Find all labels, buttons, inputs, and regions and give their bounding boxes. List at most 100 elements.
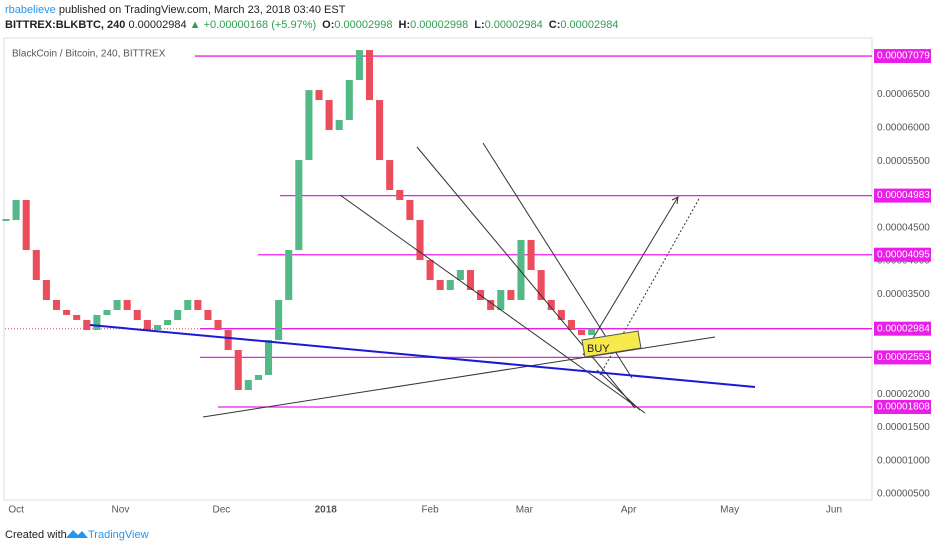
- buy-box: [581, 330, 642, 358]
- candle-body: [83, 319, 91, 331]
- candle-body: [184, 299, 192, 310]
- candle-body: [264, 340, 273, 375]
- footer-brand[interactable]: TradingView: [88, 529, 149, 541]
- level-tag: [874, 350, 931, 365]
- candle-body: [416, 220, 424, 260]
- candle-body: [224, 330, 232, 350]
- candle-body: [497, 290, 505, 310]
- candle-body: [507, 290, 515, 300]
- logo: [66, 530, 88, 538]
- candle-body: [133, 309, 141, 320]
- candle-body: [285, 249, 293, 300]
- level-label: 0.00002984: [877, 323, 930, 334]
- candle-body: [32, 249, 40, 281]
- support-line: [89, 324, 756, 388]
- candle-body: [315, 90, 323, 101]
- candle-body: [22, 199, 30, 250]
- candle-body: [578, 330, 586, 336]
- candle-body: [214, 319, 222, 331]
- candle-body: [557, 309, 565, 320]
- hlines: [5, 55, 872, 408]
- candle-body: [244, 380, 252, 391]
- buy-label: BUY: [587, 343, 610, 355]
- candle-body: [254, 374, 262, 381]
- candles: [2, 50, 596, 391]
- ohlc-key: O:: [322, 19, 334, 31]
- level-tag: [874, 247, 931, 262]
- ohlc-key: C:: [549, 19, 561, 31]
- trend-line: [596, 369, 641, 411]
- level-label: 0.00002553: [877, 352, 930, 363]
- candle-body: [376, 100, 384, 161]
- user[interactable]: rbabelieve: [5, 4, 56, 16]
- candle-body: [93, 314, 101, 331]
- y-tick-label: 0.00003500: [877, 289, 930, 300]
- candle-body: [426, 259, 434, 281]
- y-tick-label: 0.00006000: [877, 123, 930, 134]
- level-tag: [874, 188, 931, 203]
- y-tick-label: 0.00000500: [877, 489, 930, 500]
- x-tick-label: Feb: [421, 505, 439, 516]
- level-tag: [874, 321, 931, 336]
- trend-line: [202, 336, 716, 418]
- candle-body: [355, 50, 363, 81]
- ohlc: O:0.00002998 H:0.00002998 L:0.00002984 C:0.…: [322, 19, 618, 31]
- candle-body: [386, 160, 394, 191]
- level-label: 0.00004095: [877, 249, 930, 260]
- ohlc-key: H:: [399, 19, 411, 31]
- x-tick-label: Jun: [826, 505, 842, 516]
- y-tick-label: 0.00001000: [877, 455, 930, 466]
- x-tick-label: Dec: [213, 505, 231, 516]
- price: 0.00002984: [128, 19, 186, 31]
- header-line: rbabelieve published on TradingView.com,…: [5, 4, 346, 16]
- candle-body: [234, 349, 242, 391]
- arrow-head: [671, 196, 679, 205]
- candle-body: [567, 319, 575, 331]
- candle-body: [396, 190, 404, 200]
- candle-body: [335, 120, 343, 131]
- candle-body: [365, 50, 374, 101]
- trend-line: [339, 194, 646, 414]
- arrow: [582, 196, 679, 356]
- candle-body: [73, 314, 81, 320]
- footer-created: Created with: [5, 529, 67, 541]
- level-label: 0.00001808: [877, 402, 930, 413]
- x-tick-label: 2018: [315, 505, 338, 516]
- candle-body: [153, 325, 161, 331]
- candle-body: [547, 299, 555, 310]
- candle-body: [456, 270, 464, 281]
- candle-body: [113, 299, 121, 310]
- quote-line: BITTREX:BLKBTC, 240 0.00002984 ▲ +0.0000…: [5, 19, 618, 31]
- candle-body: [446, 280, 454, 291]
- candle-body: [325, 100, 333, 131]
- candle-body: [12, 199, 20, 221]
- y-tick-label: 0.00002000: [877, 389, 930, 400]
- symbol: BITTREX:BLKBTC, 240: [5, 19, 125, 31]
- ohlc-value: 0.00002984: [485, 19, 543, 31]
- x-tick-label: Nov: [112, 505, 130, 516]
- candle-body: [52, 299, 61, 310]
- candle-body: [517, 240, 525, 300]
- published: published on TradingView.com, March 23, …: [59, 4, 346, 16]
- candle-body: [466, 270, 475, 291]
- level-tag: [874, 399, 931, 414]
- x-tick-label: Apr: [621, 505, 637, 516]
- y-axis: 0.00000500 0.00001000 0.00001500 0.00002000…: [874, 49, 931, 500]
- ohlc-key: L:: [474, 19, 484, 31]
- candle-body: [63, 309, 71, 315]
- chart-title: BlackCoin / Bitcoin, 240, BITTREX: [12, 49, 166, 60]
- candle-body: [295, 160, 303, 250]
- y-tick-label: 0.00006500: [877, 89, 930, 100]
- level-label: 0.00007079: [877, 51, 930, 62]
- candle-body: [345, 80, 353, 121]
- x-tick-label: May: [720, 505, 739, 516]
- candle-body: [406, 199, 414, 221]
- ohlc-value: 0.00002984: [560, 19, 618, 31]
- y-tick-label: 0.00001500: [877, 422, 930, 433]
- candle-body: [487, 299, 495, 310]
- level-label: 0.00004983: [877, 190, 930, 201]
- candle-body: [305, 90, 313, 161]
- x-axis: Oct Nov Dec 2018 Feb Mar Apr May Jun: [8, 505, 842, 516]
- ohlc-value: 0.00002998: [334, 19, 392, 31]
